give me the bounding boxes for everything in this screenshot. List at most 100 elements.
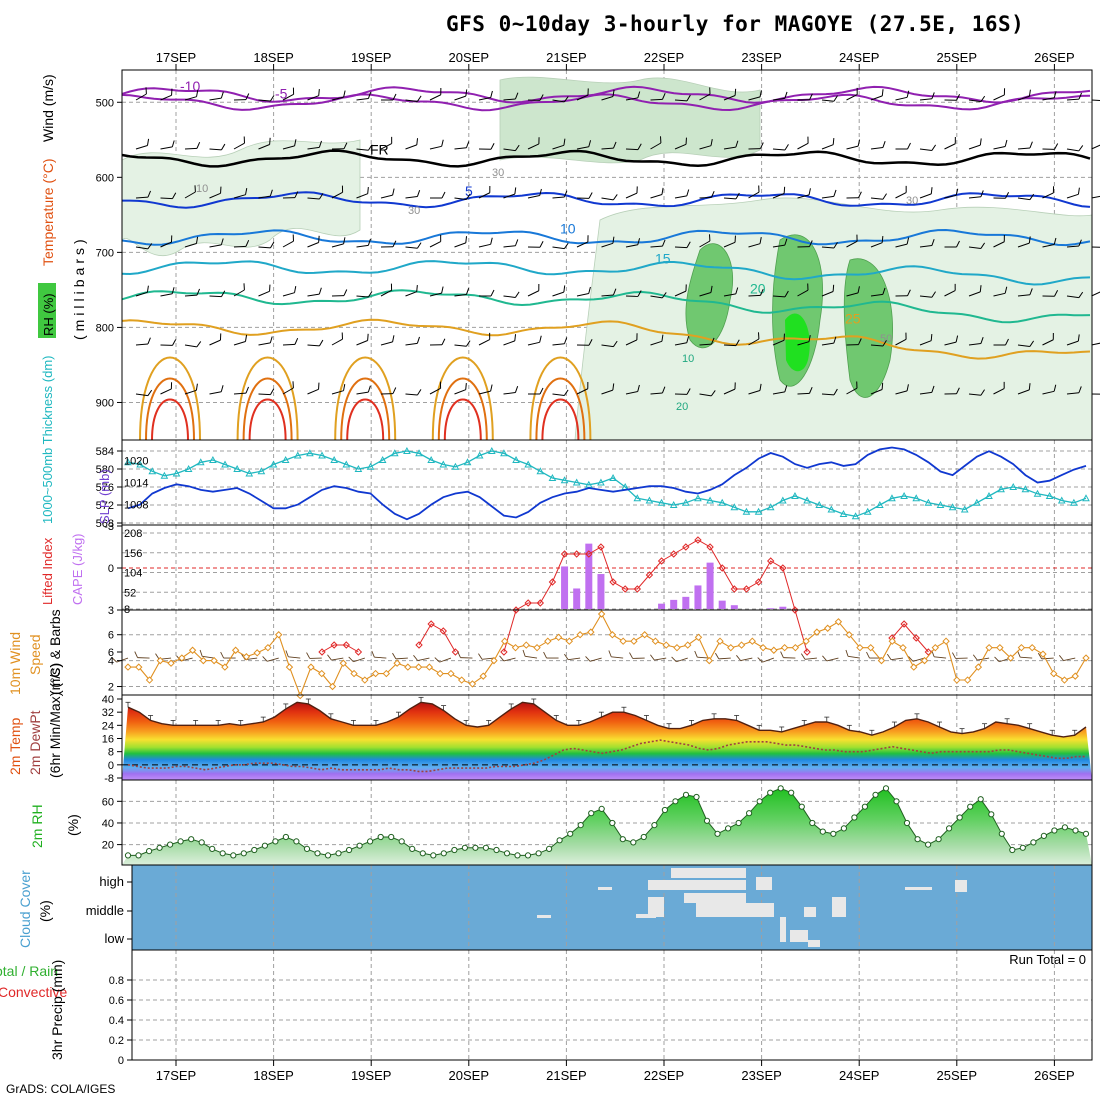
wind-barb — [1042, 143, 1059, 150]
p2-thickness-label: 1000~500mb Thickness (dm) — [40, 356, 55, 525]
cape-tick-label: 104 — [124, 568, 142, 580]
surface-wind-barb-flag — [543, 651, 547, 659]
wind-barb-flag — [563, 285, 566, 293]
wind-barb-staff — [723, 241, 736, 248]
wind-barb-flag — [783, 186, 786, 194]
wind-barb-staff — [699, 93, 711, 101]
cloud-block — [832, 897, 846, 917]
wind-barb — [870, 235, 884, 248]
wind-barb-flag — [833, 388, 838, 396]
rh-point — [830, 830, 837, 837]
wind-barb-staff — [797, 142, 809, 150]
wind-barb — [650, 334, 664, 346]
rh-point — [819, 828, 826, 835]
surface-wind-barb-flag — [952, 652, 956, 659]
wind-barb — [650, 187, 664, 199]
wind-speed-point — [264, 643, 272, 652]
wind-barb — [1091, 246, 1100, 248]
wind-barb-flag — [196, 341, 202, 348]
surface-wind-barb-staff — [439, 657, 452, 663]
temperature-contour-label: 10 — [560, 220, 576, 236]
surface-wind-barb-flag — [694, 650, 698, 658]
thickness-point — [572, 478, 581, 486]
wind-barb-staff — [870, 293, 883, 297]
wind-barb-staff — [870, 95, 883, 101]
wind-barb — [356, 92, 372, 101]
wind-barb — [552, 285, 566, 297]
rh-point — [146, 848, 153, 855]
wind-barb-flag — [294, 338, 299, 345]
rh-contour-label: 30 — [492, 167, 504, 179]
thickness-point — [136, 460, 144, 468]
surface-wind-barb — [822, 655, 839, 662]
warm-contour-loop — [145, 377, 195, 441]
wind-barb-flag — [711, 191, 715, 198]
wind-barb-staff — [919, 193, 932, 199]
wind-barb-flag — [294, 191, 299, 198]
thickness-point — [451, 462, 460, 470]
wind-barb-staff — [380, 289, 392, 297]
wind-barb-flag — [195, 236, 199, 244]
wind-barb-staff — [160, 293, 173, 297]
rh-point — [398, 838, 405, 845]
wind-barb-staff — [772, 148, 785, 151]
wind-barb-flag — [637, 238, 641, 245]
wind-barb-flag — [980, 242, 986, 249]
wind-barb-staff — [184, 243, 197, 248]
wind-barb — [1066, 334, 1080, 346]
top-day-label: 17SEP — [156, 50, 196, 65]
cape-bar — [718, 600, 726, 609]
wind-barb-staff — [331, 390, 344, 395]
wind-barb — [1042, 384, 1057, 395]
thickness-point — [1045, 491, 1054, 499]
thickness-point — [257, 467, 266, 475]
wind-barb-staff — [454, 242, 466, 248]
wind-barb-flag — [931, 144, 937, 151]
wind-barb-staff — [380, 341, 393, 346]
wind-barb-flag — [881, 382, 884, 390]
wind-barb — [993, 192, 1010, 199]
wind-barb-staff — [919, 391, 932, 395]
wind-barb-staff — [552, 99, 565, 103]
surface-wind-barb — [736, 655, 753, 661]
wind-barb-flag — [539, 188, 542, 196]
wind-barb — [307, 235, 320, 248]
wind-speed-point — [156, 656, 164, 665]
wind-barb-flag — [417, 389, 422, 396]
rh-point — [767, 789, 774, 796]
wind-barb-flag — [659, 136, 662, 144]
cloud-block — [804, 907, 816, 917]
wind-barb-staff — [184, 294, 198, 297]
thickness-point — [318, 451, 326, 459]
surface-wind-barb — [220, 651, 236, 659]
lifted-index-point — [754, 578, 763, 586]
cloud-block — [648, 897, 664, 917]
thickness-point — [148, 467, 157, 475]
thickness-point — [839, 509, 848, 517]
wind-barb-flag — [440, 88, 442, 95]
wind-speed-point — [339, 659, 347, 667]
wind-barb-staff — [772, 339, 785, 346]
wind-barb-flag — [221, 290, 226, 297]
wind-speed-point — [608, 631, 617, 639]
wind-speed-point — [231, 646, 240, 654]
surface-wind-barb-flag — [262, 656, 268, 662]
surface-wind-barb-flag — [371, 650, 375, 658]
wind-barb-staff — [160, 94, 172, 101]
wind-barb-staff — [674, 99, 688, 102]
wind-barb-staff — [650, 98, 663, 101]
wind-barb-flag — [539, 94, 544, 101]
wind-speed-point — [490, 656, 498, 665]
wind-speed-point — [759, 643, 767, 652]
wind-barb-staff — [1042, 339, 1054, 346]
surface-wind-barb-flag — [499, 655, 505, 662]
wind-speed-point — [985, 643, 993, 652]
cape-tick-label: 52 — [124, 587, 136, 599]
cape-bar — [767, 608, 775, 609]
thickness-point — [803, 496, 811, 504]
rh-point — [956, 814, 963, 821]
surface-wind-barb-flag — [845, 649, 849, 657]
wind-speed-point — [705, 656, 713, 665]
wind-barb-flag — [759, 383, 762, 391]
wind-barb-flag — [637, 143, 642, 150]
